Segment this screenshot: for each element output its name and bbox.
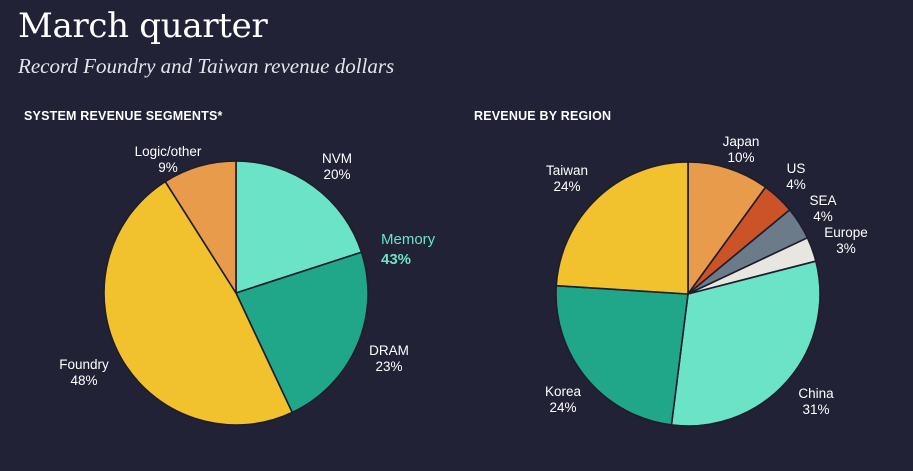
segment-label-dram: DRAM 23% <box>369 343 409 374</box>
region-label-taiwan: Taiwan 24% <box>546 163 588 194</box>
memory-annotation-label: Memory <box>381 231 436 248</box>
segment-label-nvm: NVM 20% <box>322 151 352 182</box>
page-subtitle: Record Foundry and Taiwan revenue dollar… <box>18 54 395 78</box>
memory-annotation-value: 43% <box>381 251 411 268</box>
segment-slice-nvm <box>235 160 363 294</box>
segment-slice-logic-other <box>164 160 237 294</box>
segment-slice-foundry <box>103 180 293 426</box>
region-label-europe: Europe 3% <box>824 225 868 256</box>
page-title: March quarter <box>18 6 268 46</box>
region-label-sea: SEA 4% <box>809 193 836 224</box>
region-label-japan: Japan 10% <box>723 134 760 165</box>
segment-label-foundry: Foundry 48% <box>59 357 109 388</box>
region-label-korea: Korea 24% <box>545 384 582 415</box>
segment-label-logic-other: Logic/other 9% <box>135 144 202 175</box>
region-slice-japan <box>687 161 767 295</box>
region-slice-china <box>670 260 821 427</box>
revenue-by-region-pie <box>555 161 821 427</box>
region-label-china: China 31% <box>798 386 834 417</box>
segments-chart-title: SYSTEM REVENUE SEGMENTS* <box>24 109 223 123</box>
system-revenue-segments-pie <box>103 160 369 426</box>
region-label-us: US 4% <box>786 161 806 192</box>
region-chart-title: REVENUE BY REGION <box>474 109 612 123</box>
segment-slice-dram <box>235 251 369 414</box>
region-slice-taiwan <box>555 161 689 295</box>
region-slice-korea <box>555 284 689 426</box>
